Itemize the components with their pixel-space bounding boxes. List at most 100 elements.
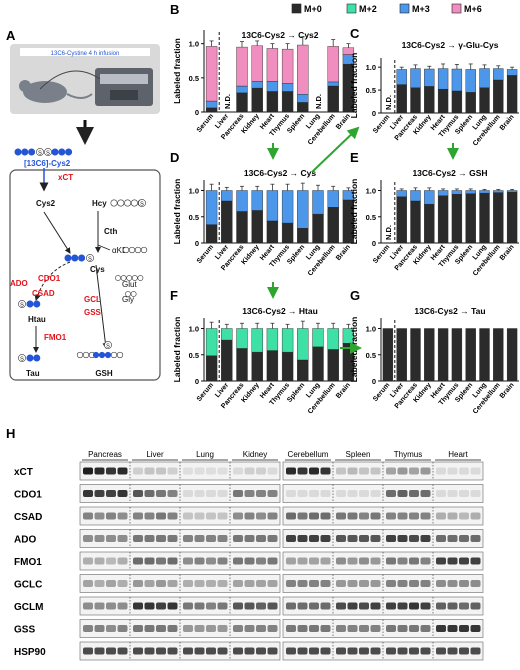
infusion-illustration: 13C6-Cystine 4 h infusion — [10, 44, 160, 114]
bar-segment — [410, 328, 421, 382]
blot-band — [233, 580, 243, 587]
blot-band — [386, 580, 396, 587]
blot-band — [359, 512, 369, 520]
blot-group-label: Thymus — [394, 450, 422, 459]
blot-band — [409, 580, 419, 587]
blot-band — [206, 490, 216, 497]
bar-segment — [312, 328, 324, 348]
blot-band — [167, 512, 178, 520]
cys-to-htau-arrow — [34, 261, 71, 301]
carbon-bead — [33, 300, 41, 308]
blot-band — [470, 490, 481, 497]
blot-band — [297, 625, 308, 632]
blot-band — [217, 512, 228, 520]
blot-band — [83, 647, 93, 655]
carbon-bead — [64, 254, 72, 262]
blot-band — [144, 467, 155, 475]
blot-band — [459, 580, 469, 587]
bar-segment — [266, 190, 279, 222]
carbon-bead — [14, 148, 22, 156]
pathway-akb: αKB — [112, 246, 127, 255]
blot-band — [256, 602, 266, 610]
blot-band — [397, 602, 408, 610]
blot-band — [156, 467, 166, 475]
blot-band — [359, 625, 369, 632]
blot-band — [183, 467, 193, 475]
panel-letter-h: H — [6, 426, 15, 441]
panel-letter-a: A — [6, 28, 16, 43]
mouse-head-icon — [19, 80, 31, 92]
blot-band — [386, 602, 396, 610]
bar-segment — [236, 85, 248, 94]
sulfur-icon — [86, 254, 94, 262]
blot-band — [470, 647, 481, 655]
carbon-bead — [120, 275, 127, 281]
mouse-icon — [23, 81, 67, 103]
blot-band — [470, 625, 481, 632]
blot-band — [106, 647, 116, 655]
blot-band — [309, 535, 319, 542]
blot-band — [447, 490, 458, 497]
blot-band — [459, 557, 469, 565]
bar-segment — [424, 86, 435, 114]
blot-band — [370, 490, 381, 497]
bar-segment — [506, 190, 518, 193]
blot-band — [117, 557, 128, 565]
carbon-bead — [128, 246, 136, 254]
blot-band — [167, 647, 178, 655]
akb-branch — [97, 244, 111, 251]
blot-band — [256, 647, 266, 655]
bar-segment — [297, 359, 309, 382]
blot-band — [397, 647, 408, 655]
blot-band — [470, 602, 481, 610]
blot-band — [320, 625, 331, 632]
bar-segment — [465, 190, 476, 194]
syringe-pump-icon — [95, 68, 153, 106]
blot-band — [144, 512, 155, 520]
chart-title: 13C6-Cys2 → GSH — [412, 168, 487, 178]
carbon-bead — [134, 246, 142, 254]
bar-segment — [205, 190, 218, 225]
blot-band — [83, 490, 93, 497]
blot-band — [94, 512, 105, 520]
blot-band — [183, 490, 193, 497]
carbon-bead — [92, 351, 100, 359]
bar-segment — [281, 91, 294, 113]
blot-group-label: Liver — [146, 450, 164, 459]
blot-band — [386, 467, 396, 475]
blot-band — [206, 647, 216, 655]
blot-band — [94, 490, 105, 497]
bar-segment — [396, 196, 407, 244]
blot-group-label: Spleen — [346, 450, 371, 459]
bar-segment — [297, 44, 309, 95]
bar-segment — [396, 190, 407, 198]
pathway-cth: Cth — [104, 227, 117, 236]
blot-band — [397, 625, 408, 632]
blot-band — [267, 625, 278, 632]
bar-segment — [424, 328, 435, 382]
blot-band — [244, 535, 255, 542]
bar-segment — [451, 328, 463, 382]
blot-band — [309, 647, 319, 655]
blot-band — [167, 625, 178, 632]
y-axis-label: Labeled fraction — [349, 317, 359, 383]
blot-band — [309, 580, 319, 587]
blot-band — [167, 467, 178, 475]
blot-protein-label: FMO1 — [14, 557, 42, 568]
blot-band — [194, 647, 205, 655]
blot-band — [94, 580, 105, 587]
blot-band — [133, 602, 143, 610]
blot-band — [244, 490, 255, 497]
y-tick-label: 0.5 — [366, 213, 376, 222]
blot-band — [94, 602, 105, 610]
blot-band — [244, 602, 255, 610]
blot-band — [94, 647, 105, 655]
blot-band — [233, 512, 243, 520]
bar-segment — [251, 45, 263, 82]
blot-band — [397, 490, 408, 497]
sulfur-icon — [104, 341, 112, 349]
carbon-bead — [104, 351, 112, 359]
infusion-title: 13C6-Cystine 4 h infusion — [51, 51, 120, 57]
blot-band — [320, 535, 331, 542]
